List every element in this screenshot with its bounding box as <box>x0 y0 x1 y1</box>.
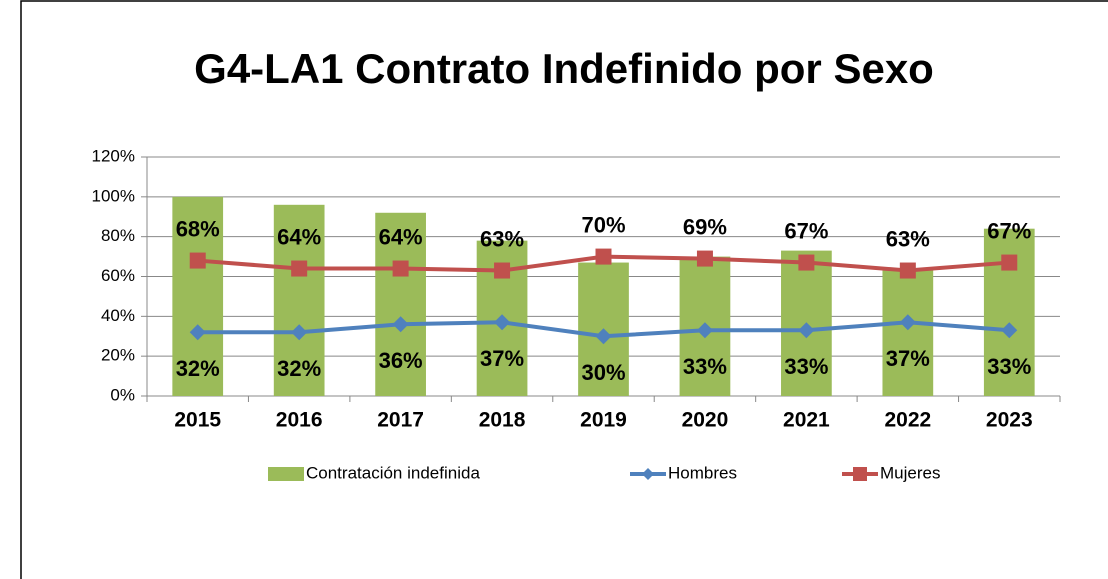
marker <box>291 324 308 341</box>
data-label: 33% <box>683 354 727 379</box>
y-tick-label: 60% <box>101 266 135 285</box>
marker <box>291 260 308 277</box>
data-label: 63% <box>886 226 930 251</box>
data-label: 63% <box>480 226 524 251</box>
x-tick-label: 2015 <box>174 409 221 432</box>
legend-label: Hombres <box>668 463 737 482</box>
chart-title: G4-LA1 Contrato Indefinido por Sexo <box>194 45 934 92</box>
y-tick-label: 0% <box>110 385 135 404</box>
bar <box>882 268 934 396</box>
legend-label: Mujeres <box>880 463 940 482</box>
marker <box>494 314 511 331</box>
x-tick-label: 2016 <box>276 409 323 432</box>
x-tick-label: 2023 <box>986 409 1033 432</box>
x-tick-label: 2017 <box>377 409 424 432</box>
marker <box>189 252 206 269</box>
data-label: 67% <box>784 218 828 243</box>
marker <box>798 322 815 339</box>
x-tick-label: 2021 <box>783 409 830 432</box>
data-label: 37% <box>480 346 524 371</box>
data-label: 64% <box>379 224 423 249</box>
legend-marker <box>853 467 867 481</box>
marker <box>494 262 511 279</box>
bar <box>172 196 224 396</box>
x-tick-label: 2019 <box>580 409 627 432</box>
data-label: 33% <box>784 354 828 379</box>
y-tick-label: 20% <box>101 346 135 365</box>
marker <box>696 250 713 267</box>
bar <box>273 204 325 396</box>
marker <box>798 254 815 271</box>
data-label: 30% <box>581 360 625 385</box>
data-label: 36% <box>379 348 423 373</box>
data-label: 32% <box>277 356 321 381</box>
marker <box>696 322 713 339</box>
data-label: 37% <box>886 346 930 371</box>
marker <box>595 328 612 345</box>
data-label: 32% <box>176 356 220 381</box>
marker <box>1001 254 1018 271</box>
marker <box>392 316 409 333</box>
y-tick-label: 100% <box>92 186 135 205</box>
bar <box>375 212 426 396</box>
y-tick-label: 120% <box>92 146 135 165</box>
x-tick-label: 2022 <box>884 409 931 432</box>
data-label: 69% <box>683 214 727 239</box>
marker <box>1001 322 1018 339</box>
marker <box>899 314 916 331</box>
x-tick-label: 2020 <box>682 409 729 432</box>
data-label: 68% <box>176 216 220 241</box>
y-tick-label: 40% <box>101 306 135 325</box>
x-tick-label: 2018 <box>479 409 526 432</box>
legend-label: Contratación indefinida <box>306 463 480 482</box>
marker <box>595 248 612 265</box>
y-tick-label: 80% <box>101 226 135 245</box>
legend-swatch <box>268 467 304 481</box>
data-label: 70% <box>581 212 625 237</box>
marker <box>392 260 409 277</box>
data-label: 64% <box>277 224 321 249</box>
marker <box>189 324 206 341</box>
legend-marker <box>642 468 654 480</box>
data-label: 33% <box>987 354 1031 379</box>
data-label: 67% <box>987 218 1031 243</box>
marker <box>899 262 916 279</box>
